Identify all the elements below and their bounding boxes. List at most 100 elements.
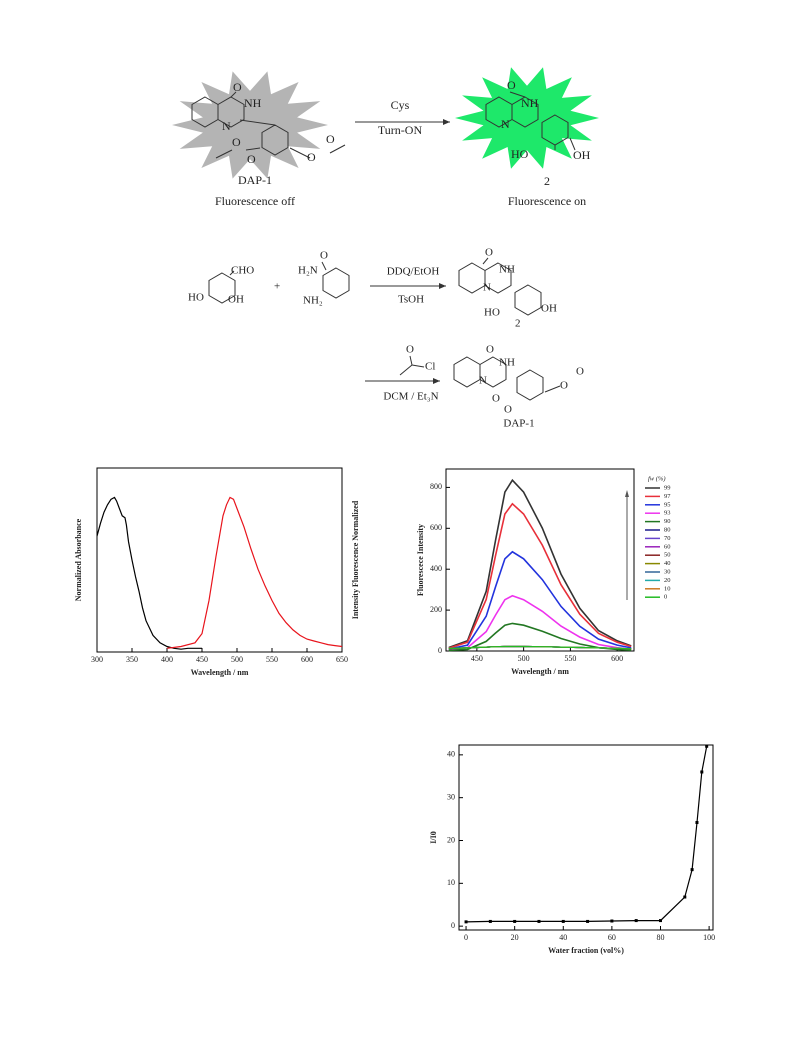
compound-name: DAP-1 [503, 418, 534, 430]
atom: O [326, 132, 335, 146]
y2-axis-label: Intensity Fluorescence Normalized [351, 500, 360, 619]
arrow-head [443, 119, 450, 125]
bond [482, 257, 489, 265]
atom: HO [484, 307, 500, 319]
x-tick-label: 450 [196, 655, 208, 664]
plot-frame [96, 467, 343, 653]
legend-label: 20 [664, 577, 671, 584]
bond [509, 91, 526, 98]
atom: N [479, 375, 487, 387]
ring [261, 124, 289, 156]
marker [537, 919, 541, 923]
scheme-1: O NH N O O O O DAP-1 Fluorescence off Cy… [215, 78, 591, 208]
atom: OH [573, 148, 591, 162]
bond [229, 270, 235, 276]
marker [513, 919, 517, 923]
x-tick-label: 500 [231, 655, 243, 664]
marker [561, 919, 565, 923]
marker [488, 919, 492, 923]
x-tick-label: 40 [559, 933, 567, 942]
y-tick-label: 20 [447, 835, 455, 844]
ring [484, 262, 512, 294]
bond [289, 147, 311, 159]
atom: O [507, 78, 516, 92]
series-line [448, 478, 632, 649]
y-axis-label: Normalized Absorbance [74, 518, 83, 601]
bond [215, 149, 233, 159]
legend-label: 97 [664, 493, 671, 500]
legend-label: 30 [664, 568, 671, 575]
series-line [96, 496, 202, 650]
atom: NH [499, 357, 515, 369]
series-line [448, 550, 632, 650]
ring [217, 96, 245, 128]
y-axis-label: I/I0 [429, 831, 438, 843]
y-tick-label: 800 [430, 482, 442, 491]
atom: NH [244, 96, 262, 110]
series-line [166, 496, 343, 649]
x-tick-label: 550 [266, 655, 278, 664]
atom: N [483, 282, 491, 294]
x-tick-label: 300 [91, 655, 103, 664]
bond [321, 261, 327, 271]
bond [230, 91, 237, 98]
y-tick-label: 30 [447, 793, 455, 802]
x-tick-label: 350 [126, 655, 138, 664]
ring [514, 284, 542, 316]
atom: O [492, 393, 500, 405]
ring [208, 272, 236, 304]
ring [453, 356, 481, 388]
marker [634, 919, 638, 923]
chart: 300 350 400 450 500 550 600 650 Wavelength / nm N… [74, 467, 360, 677]
atom: CHO [231, 265, 254, 277]
y-tick-label: 200 [430, 605, 442, 614]
atom: O [233, 80, 242, 94]
y-tick-label: 400 [430, 564, 442, 573]
atom: HO [511, 147, 529, 161]
marker [695, 821, 699, 825]
marker [610, 919, 614, 923]
x-tick-label: 600 [611, 654, 623, 663]
atom: NH₂ [303, 295, 323, 307]
atom: NH [521, 96, 539, 110]
bond [399, 364, 413, 376]
marker [683, 895, 687, 899]
legend-label: 0 [664, 594, 667, 601]
legend-label: 60 [664, 543, 671, 550]
atom: OH [541, 303, 557, 315]
y-tick-label: 600 [430, 523, 442, 532]
bond [544, 385, 561, 393]
y-tick-label: 40 [447, 750, 455, 759]
series-line [448, 502, 632, 649]
condition: DCM / Et₃N [383, 391, 438, 403]
x-tick-label: 60 [608, 933, 616, 942]
atom: Cl [425, 361, 435, 373]
legend-label: 50 [664, 552, 671, 559]
y-tick-label: 10 [447, 878, 455, 887]
atom: HO [188, 292, 204, 304]
arrow-head [439, 283, 446, 289]
atom: O [406, 344, 414, 356]
bond [411, 364, 425, 368]
marker [700, 770, 704, 774]
legend-label: 93 [664, 510, 671, 517]
legend-label: 10 [664, 585, 671, 592]
atom: O [560, 380, 568, 392]
x-tick-label: 80 [656, 933, 664, 942]
marker [586, 919, 590, 923]
plot-frame [458, 744, 714, 931]
scheme-2: CHO HO OH + H₂N O NH₂ DDQ/EtOH TsOH O NH… [188, 247, 584, 430]
chart: 0 20 40 60 80 100 0 10 20 30 40 Water fraction (vol… [429, 744, 715, 955]
condition: TsOH [398, 294, 424, 306]
y-tick-label: 0 [438, 646, 442, 655]
x-tick-label: 550 [564, 654, 576, 663]
atom: O [576, 366, 584, 378]
x-tick-label: 450 [471, 654, 483, 663]
y-tick-label: 0 [451, 921, 455, 930]
ring [511, 96, 539, 128]
starburst [455, 67, 599, 169]
starburst [172, 71, 328, 179]
plus: + [274, 281, 280, 293]
x-tick-label: 500 [518, 654, 530, 663]
ring [322, 267, 350, 299]
